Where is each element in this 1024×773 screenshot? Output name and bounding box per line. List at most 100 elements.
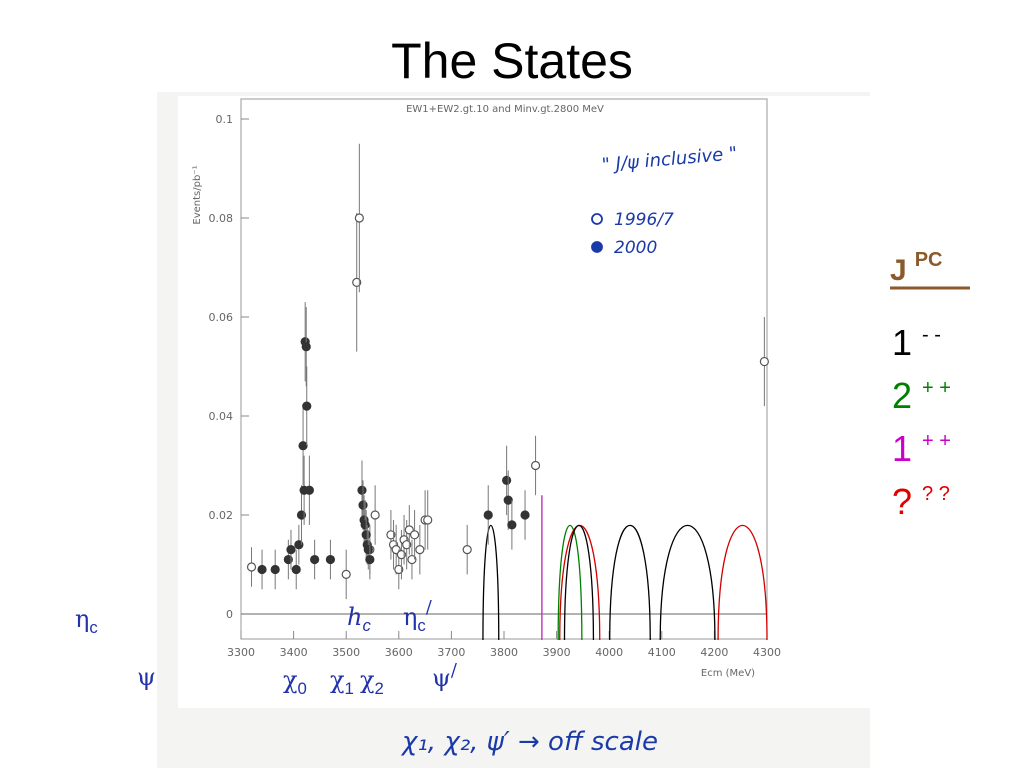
data-point (759, 356, 769, 367)
state-base: h (347, 603, 362, 631)
x-tick-label: 4100 (648, 646, 676, 659)
legend-marker (591, 213, 603, 225)
jpc-row: 2 + + (892, 375, 951, 416)
x-tick-label: 3500 (332, 646, 360, 659)
state-label: χ0 (283, 666, 307, 698)
state-sub: 1 (345, 679, 354, 698)
data-point (365, 554, 375, 565)
jpc-main: 1 (892, 428, 912, 469)
data-point (503, 495, 513, 505)
jpc-pc: PC (915, 249, 943, 271)
data-point (304, 485, 314, 495)
state-prime: / (426, 597, 433, 618)
jpc-main: ? (892, 481, 912, 522)
state-base: ψ (432, 664, 451, 692)
data-point (386, 530, 396, 540)
state-sub: c (362, 616, 371, 635)
data-point (462, 545, 472, 555)
state-sub: 2 (375, 679, 384, 698)
data-point (363, 545, 373, 555)
data-point (310, 554, 320, 565)
state-prime: / (451, 660, 458, 681)
jpc-row: 1 - - (892, 322, 941, 363)
data-point (354, 213, 364, 223)
jpc-sup: - - (922, 324, 941, 346)
y-tick-label: 0.08 (209, 212, 234, 225)
state-base: χ (360, 666, 375, 694)
data-point (502, 475, 512, 485)
state-base: η (403, 603, 417, 631)
jpc-sup: ? ? (922, 483, 950, 505)
state-sub: c (89, 618, 97, 637)
data-point (360, 520, 370, 530)
handwritten-footer: χ₁, χ₂, ψ′ → off scale (400, 727, 658, 757)
data-point (286, 545, 296, 555)
x-tick-label: 3300 (227, 646, 255, 659)
jpc-header: J PC (890, 249, 942, 287)
data-point (270, 564, 280, 575)
jpc-main: 1 (892, 322, 912, 363)
data-point (358, 500, 368, 510)
x-tick-label: 3700 (437, 646, 465, 659)
resonance-arc (482, 524, 500, 641)
legend-marker (591, 241, 603, 253)
state-sub: 0 (298, 679, 307, 698)
y-tick-label: 0.1 (216, 113, 234, 126)
data-point (341, 569, 351, 580)
data-point (396, 549, 407, 560)
state-label: χ1 (330, 666, 354, 698)
jpc-sup: + + (922, 430, 951, 452)
x-axis-label: Ecm (MeV) (701, 668, 755, 679)
data-point (370, 510, 380, 520)
resonance-arc (563, 525, 595, 641)
state-label: ψ (137, 663, 156, 691)
data-point (361, 530, 371, 540)
state-label: χ2 (360, 666, 384, 698)
legend-label: 2000 (614, 238, 657, 258)
state-sub: c (417, 616, 425, 635)
data-point (409, 530, 420, 540)
data-point (298, 441, 308, 451)
jpc-row: ? ? ? (892, 481, 950, 522)
state-label: ηc/ (403, 597, 433, 635)
y-tick-label: 0 (226, 608, 233, 621)
state-base: χ (330, 666, 345, 694)
slide-title: The States (391, 33, 633, 89)
jpc-main: 2 (892, 375, 912, 416)
data-point (394, 564, 404, 575)
data-point (520, 510, 530, 520)
x-tick-label: 4300 (753, 646, 781, 659)
state-label: hc (347, 603, 371, 635)
x-tick-label: 3400 (280, 646, 308, 659)
data-point (296, 510, 307, 520)
data-point (415, 545, 425, 555)
data-point (325, 554, 336, 565)
state-base: χ (283, 666, 298, 694)
state-base: ψ (137, 663, 156, 691)
data-point (294, 540, 304, 550)
data-point (407, 554, 417, 565)
jpc-sup: + + (922, 377, 951, 399)
legend-label: 1996/7 (614, 210, 674, 230)
resonance-arc (557, 525, 583, 641)
resonance-arc (609, 525, 651, 641)
data-point (283, 554, 293, 565)
scan-page (178, 96, 870, 708)
y-tick-label: 0.04 (209, 410, 234, 423)
data-point (423, 515, 433, 525)
data-point (302, 401, 312, 411)
data-point (357, 485, 367, 495)
data-point (483, 510, 493, 520)
x-tick-label: 3800 (490, 646, 518, 659)
jpc-row: 1 + + (892, 428, 951, 469)
data-point (352, 277, 362, 287)
resonance-arc (717, 525, 768, 641)
state-base: η (75, 605, 89, 633)
data-point (291, 564, 301, 575)
y-tick-label: 0.06 (209, 311, 234, 324)
x-tick-label: 4000 (595, 646, 623, 659)
resonance-arc (659, 525, 716, 641)
y-axis-label: Events/pb⁻¹ (192, 165, 203, 224)
y-tick-label: 0.02 (209, 509, 234, 522)
